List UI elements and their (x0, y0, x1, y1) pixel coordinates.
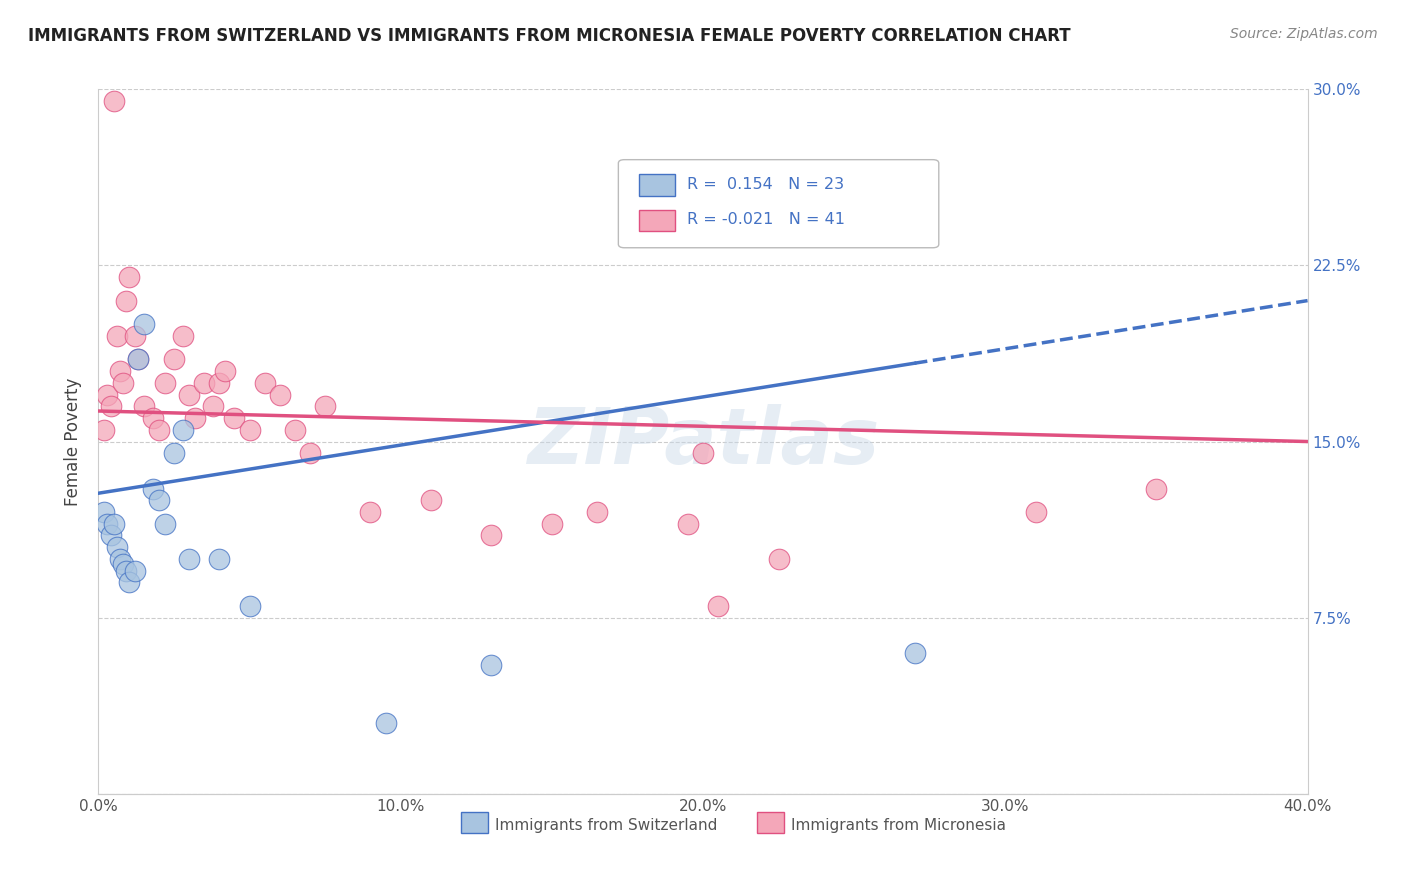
Point (108, 364, 131, 378)
Point (127, 352, 149, 367)
Point (202, 399, 225, 413)
Point (153, 376, 176, 390)
Point (132, 317, 155, 331)
Point (214, 364, 236, 378)
Text: IMMIGRANTS FROM SWITZERLAND VS IMMIGRANTS FROM MICRONESIA FEMALE POVERTY CORRELA: IMMIGRANTS FROM SWITZERLAND VS IMMIGRANT… (28, 27, 1071, 45)
Point (179, 552, 201, 566)
Point (284, 423, 307, 437)
Point (163, 446, 186, 460)
Text: Immigrants from Switzerland: Immigrants from Switzerland (495, 818, 717, 833)
Point (114, 564, 136, 578)
Point (269, 387, 291, 401)
Point (184, 411, 207, 425)
Point (172, 328, 194, 343)
Point (148, 493, 170, 508)
Point (142, 482, 165, 496)
Point (360, 505, 382, 519)
Point (111, 376, 134, 390)
Point (172, 423, 194, 437)
Point (103, 516, 125, 531)
Point (96, 387, 118, 401)
Point (96, 516, 118, 531)
Point (179, 387, 201, 401)
Point (481, 657, 503, 672)
Point (132, 399, 155, 413)
Point (1144, 482, 1167, 496)
Point (239, 599, 262, 613)
Point (692, 446, 714, 460)
Point (148, 423, 170, 437)
Point (193, 376, 215, 390)
Point (93, 505, 115, 519)
Point (239, 423, 262, 437)
Point (153, 516, 176, 531)
Point (100, 399, 122, 413)
Point (114, 293, 136, 308)
Point (314, 399, 336, 413)
Point (108, 552, 131, 566)
Text: R = -0.021   N = 41: R = -0.021 N = 41 (688, 212, 845, 227)
Point (100, 528, 122, 542)
Point (111, 557, 134, 571)
Point (163, 352, 186, 367)
Point (586, 505, 609, 519)
Point (208, 552, 231, 566)
Point (118, 575, 141, 590)
Point (103, 94, 125, 108)
Point (904, 646, 927, 660)
Point (253, 376, 276, 390)
FancyBboxPatch shape (638, 210, 675, 231)
Point (127, 352, 149, 367)
Point (105, 328, 128, 343)
Point (124, 564, 146, 578)
Point (420, 493, 443, 508)
Point (374, 716, 396, 731)
Point (142, 411, 165, 425)
Point (676, 516, 699, 531)
Point (768, 552, 790, 566)
Point (105, 540, 128, 554)
FancyBboxPatch shape (638, 175, 675, 195)
Point (299, 446, 322, 460)
Text: ZIPatlas: ZIPatlas (527, 403, 879, 480)
Point (1024, 505, 1046, 519)
Point (208, 376, 231, 390)
FancyBboxPatch shape (619, 160, 939, 248)
Point (224, 411, 246, 425)
FancyBboxPatch shape (461, 813, 488, 832)
Y-axis label: Female Poverty: Female Poverty (65, 377, 83, 506)
Point (93, 423, 115, 437)
Text: Immigrants from Micronesia: Immigrants from Micronesia (792, 818, 1007, 833)
Point (707, 599, 730, 613)
Point (540, 516, 562, 531)
FancyBboxPatch shape (758, 813, 785, 832)
Text: Source: ZipAtlas.com: Source: ZipAtlas.com (1230, 27, 1378, 41)
Point (118, 270, 141, 285)
Text: R =  0.154   N = 23: R = 0.154 N = 23 (688, 177, 845, 192)
Point (124, 328, 146, 343)
Point (481, 528, 503, 542)
